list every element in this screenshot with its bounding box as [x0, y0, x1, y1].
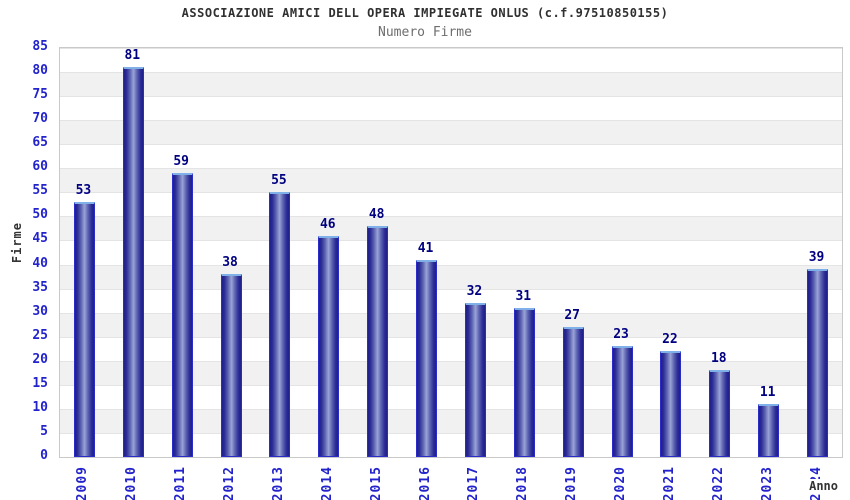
bar-2012 — [220, 274, 242, 457]
x-axis-title: Anno — [807, 479, 838, 493]
y-tick-label: 65 — [32, 135, 48, 151]
x-tick-label: 2020 — [613, 466, 629, 500]
y-tick-label: 20 — [32, 351, 48, 367]
bar-value-label: 41 — [417, 240, 434, 256]
y-tick-label: 35 — [32, 279, 48, 295]
bar-2013 — [269, 192, 291, 457]
bar-2017 — [464, 303, 486, 457]
plot-area — [59, 47, 843, 458]
x-tick-label: 2010 — [124, 466, 140, 500]
y-tick-label: 30 — [32, 303, 48, 319]
y-tick-label: 75 — [32, 87, 48, 103]
bar-2016 — [416, 259, 438, 457]
grid-band — [60, 144, 842, 169]
x-tick-label: 2019 — [564, 466, 580, 500]
x-tick-label: 2014 — [319, 466, 335, 500]
y-tick-label: 25 — [32, 327, 48, 343]
y-tick-label: 55 — [32, 183, 48, 199]
bar-value-label: 31 — [515, 288, 532, 304]
y-axis-title: Firme — [10, 222, 24, 264]
grid-band — [60, 72, 842, 97]
x-tick-label: 2012 — [222, 466, 238, 500]
bar-value-label: 81 — [124, 48, 141, 64]
x-tick-label: 2023 — [759, 466, 775, 500]
bar-value-label: 27 — [564, 308, 581, 324]
y-tick-label: 15 — [32, 375, 48, 391]
x-tick-label: 2021 — [661, 466, 677, 500]
bar-value-label: 59 — [173, 154, 190, 170]
x-tick-label: 2016 — [417, 466, 433, 500]
bar-2023 — [758, 404, 780, 457]
bar-2018 — [513, 307, 535, 457]
bar-2014 — [318, 235, 340, 457]
bar-2010 — [122, 67, 144, 457]
bar-value-label: 38 — [222, 255, 238, 271]
bar-value-label: 22 — [662, 332, 678, 348]
bar-2021 — [660, 351, 682, 457]
bar-value-label: 18 — [710, 351, 727, 367]
grid-band — [60, 48, 842, 73]
y-tick-label: 40 — [32, 255, 48, 271]
bar-value-label: 11 — [759, 385, 776, 401]
y-tick-label: 85 — [32, 39, 48, 54]
bar-value-label: 53 — [75, 182, 92, 198]
x-tick-label: 2009 — [75, 466, 91, 500]
chart-title: ASSOCIAZIONE AMICI DELL OPERA IMPIEGATE … — [181, 6, 669, 20]
y-tick-label: 80 — [32, 63, 48, 79]
x-tick-label: 2013 — [270, 466, 286, 500]
y-tick-label: 5 — [40, 423, 48, 439]
bar-value-label: 32 — [466, 284, 483, 300]
bar-value-label: 23 — [613, 327, 629, 343]
bar-2015 — [367, 226, 389, 457]
grid-band — [60, 96, 842, 121]
x-tick-label: 2015 — [368, 466, 384, 500]
bar-value-label: 39 — [808, 250, 825, 266]
x-tick-label: 2022 — [710, 466, 726, 500]
chart-subtitle: Numero Firme — [378, 25, 472, 40]
y-tick-label: 10 — [32, 399, 48, 415]
bar-value-label: 55 — [271, 173, 287, 189]
bar-value-label: 48 — [368, 207, 385, 223]
x-tick-label: 2017 — [466, 466, 482, 500]
x-tick-label: 2011 — [173, 466, 189, 500]
bar-2011 — [171, 173, 193, 457]
y-tick-label: 50 — [32, 207, 48, 223]
bar-2022 — [709, 370, 731, 457]
x-tick-label: 2018 — [515, 466, 531, 500]
bar-2024 — [807, 269, 829, 457]
bar-2009 — [73, 201, 95, 457]
y-tick-label: 45 — [32, 231, 48, 247]
y-tick-label: 70 — [32, 111, 48, 127]
y-tick-label: 60 — [32, 159, 48, 175]
y-tick-label: 0 — [40, 448, 48, 463]
bar-2019 — [562, 327, 584, 457]
grid-band — [60, 120, 842, 145]
bar-2020 — [611, 346, 633, 457]
bar-value-label: 46 — [319, 216, 336, 232]
